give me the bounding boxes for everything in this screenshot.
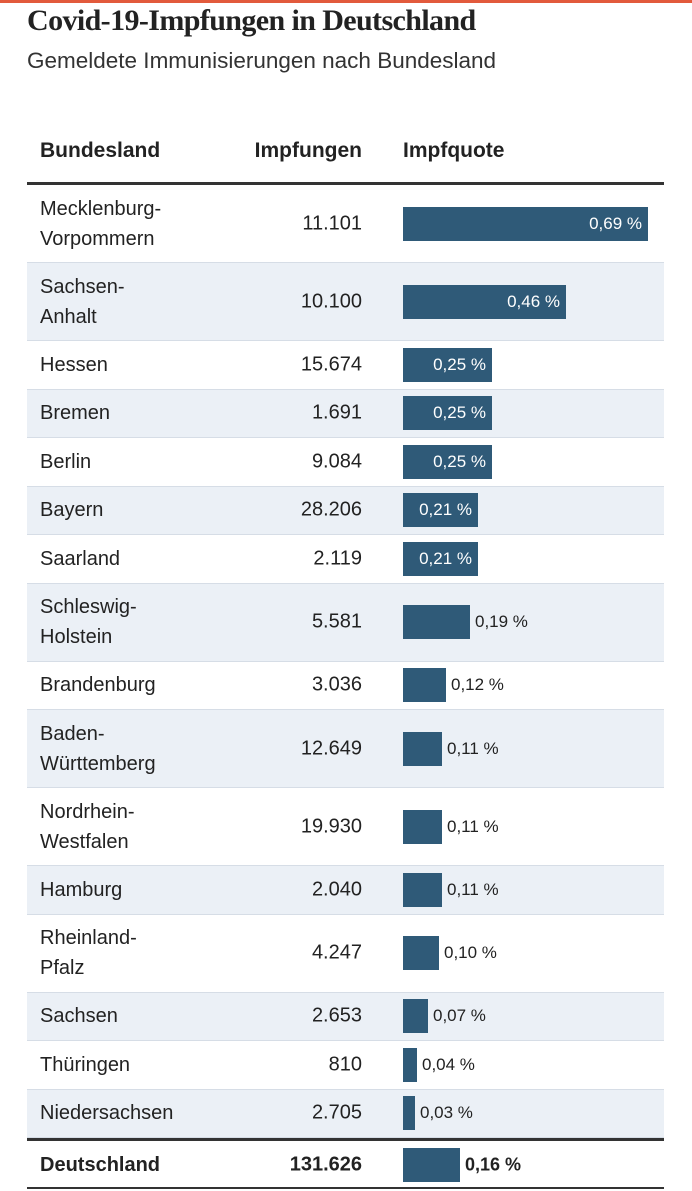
bundesland-label: Rheinland- Pfalz	[40, 927, 137, 979]
impfquote-label: 0,07 %	[433, 1006, 486, 1026]
impfungen-value: 19.930	[300, 815, 362, 837]
impfquote-label: 0,16 %	[465, 1154, 522, 1174]
impfungen-value: 15.674	[300, 353, 362, 376]
impfquote-bar	[403, 1096, 415, 1131]
impfquote-bar	[403, 872, 442, 907]
impfquote-bar	[403, 668, 446, 703]
impfungen-value: 9.084	[311, 450, 362, 473]
table-row: Rheinland- Pfalz 4.247 0,10 %	[27, 915, 664, 993]
impfquote-bar	[403, 731, 442, 766]
impfungen-value: 131.626	[289, 1153, 362, 1175]
impfungen-value: 28.206	[300, 498, 362, 521]
total-row: Deutschland 131.626 0,16 %	[27, 1141, 664, 1188]
header-divider	[27, 182, 664, 185]
table-row: Nordrhein- Westfalen 19.930 0,11 %	[27, 788, 664, 866]
impfquote-label: 0,19 %	[475, 612, 528, 631]
impfquote-label: 0,21 %	[419, 548, 472, 568]
table-row: Brandenburg 3.036 0,12 %	[27, 662, 664, 710]
impfungen-value: 810	[328, 1053, 362, 1076]
page-title: Covid-19-Impfungen in Deutschland	[27, 4, 476, 37]
table-row: Bayern 28.206 0,21 %	[27, 486, 664, 535]
bundesland-label: Bayern	[40, 499, 104, 522]
impfquote-bar	[403, 444, 492, 479]
bundesland-label: Nordrhein- Westfalen	[40, 800, 135, 853]
table-row: Baden- Württemberg 12.649 0,11 %	[27, 710, 664, 788]
impfquote-bar	[403, 1147, 460, 1182]
column-header-impfungen: Impfungen	[254, 139, 362, 162]
impfquote-label: 0,04 %	[422, 1054, 475, 1074]
accent-rule	[0, 0, 692, 3]
table-row: Mecklenburg- Vorpommern 11.101 0,69 %	[27, 185, 664, 263]
table-row: Schleswig- Holstein 5.581 0,19 %	[27, 583, 664, 662]
impfquote-bar	[403, 493, 478, 528]
column-header-impfquote: Impfquote	[403, 139, 505, 162]
bundesland-label: Baden- Württemberg	[40, 722, 156, 775]
impfquote-label: 0,46 %	[507, 291, 560, 311]
impfungen-value: 4.247	[311, 941, 362, 964]
table-row: Berlin 9.084 0,25 %	[27, 438, 664, 487]
impfquote-label: 0,11 %	[447, 816, 499, 836]
page-subtitle: Gemeldete Immunisierungen nach Bundeslan…	[27, 48, 497, 73]
table-row: Hamburg 2.040 0,11 %	[27, 866, 664, 915]
impfungen-value: 2.653	[311, 1004, 362, 1027]
bundesland-label: Deutschland	[40, 1153, 161, 1176]
bundesland-label: Niedersachsen	[40, 1102, 174, 1125]
impfungen-value: 5.581	[311, 610, 362, 633]
impfquote-bar	[403, 809, 442, 844]
impfquote-bar	[403, 541, 478, 576]
impfquote-label: 0,03 %	[420, 1103, 473, 1123]
impfungen-value: 3.036	[311, 673, 362, 696]
impfquote-label: 0,25 %	[433, 451, 486, 471]
bundesland-label: Brandenburg	[40, 674, 156, 697]
bundesland-label: Mecklenburg- Vorpommern	[40, 197, 162, 250]
impfquote-bar	[403, 605, 470, 639]
impfquote-label: 0,25 %	[433, 403, 486, 423]
bundesland-label: Thüringen	[40, 1053, 131, 1076]
bundesland-label: Schleswig- Holstein	[40, 596, 137, 648]
impfungen-value: 12.649	[300, 737, 362, 759]
bundesland-label: Berlin	[40, 450, 92, 473]
impfquote-label: 0,69 %	[589, 213, 642, 233]
table-row: Sachsen 2.653 0,07 %	[27, 992, 664, 1041]
total-divider	[27, 1138, 664, 1141]
table-row: Sachsen- Anhalt 10.100 0,46 %	[27, 263, 664, 341]
bottom-divider	[27, 1187, 664, 1189]
bundesland-label: Sachsen	[40, 1005, 118, 1028]
table-row: Hessen 15.674 0,25 %	[27, 341, 664, 390]
impfungen-value: 11.101	[302, 212, 362, 234]
impfquote-bar	[403, 936, 439, 970]
impfungen-value: 10.100	[300, 290, 362, 312]
impfquote-label: 0,10 %	[444, 943, 497, 962]
impfquote-bar	[403, 1047, 417, 1082]
impfquote-label: 0,12 %	[451, 675, 504, 695]
bundesland-label: Sachsen- Anhalt	[40, 275, 125, 328]
impfungen-value: 2.705	[311, 1101, 362, 1124]
table-row: Saarland 2.119 0,21 %	[27, 535, 664, 584]
bundesland-label: Bremen	[40, 402, 111, 425]
table-row: Thüringen 810 0,04 %	[27, 1041, 664, 1090]
impfquote-bar	[403, 284, 566, 319]
bundesland-label: Hamburg	[40, 878, 123, 901]
impfungen-value: 2.119	[313, 547, 362, 570]
impfquote-bar	[403, 999, 428, 1034]
table-row: Niedersachsen 2.705 0,03 %	[27, 1089, 664, 1138]
impfquote-label: 0,11 %	[447, 879, 499, 899]
impfungen-value: 1.691	[311, 401, 362, 424]
impfquote-label: 0,25 %	[433, 354, 486, 374]
impfquote-label: 0,11 %	[447, 738, 499, 758]
bundesland-label: Saarland	[40, 547, 121, 570]
impfquote-bar	[403, 347, 492, 382]
impfquote-bar	[403, 396, 492, 431]
impfquote-label: 0,21 %	[419, 500, 472, 520]
column-header-bundesland: Bundesland	[40, 139, 161, 162]
table-row: Bremen 1.691 0,25 %	[27, 389, 664, 438]
impfquote-bar	[403, 206, 648, 241]
bundesland-label: Hessen	[40, 353, 108, 376]
impfungen-value: 2.040	[311, 878, 362, 901]
